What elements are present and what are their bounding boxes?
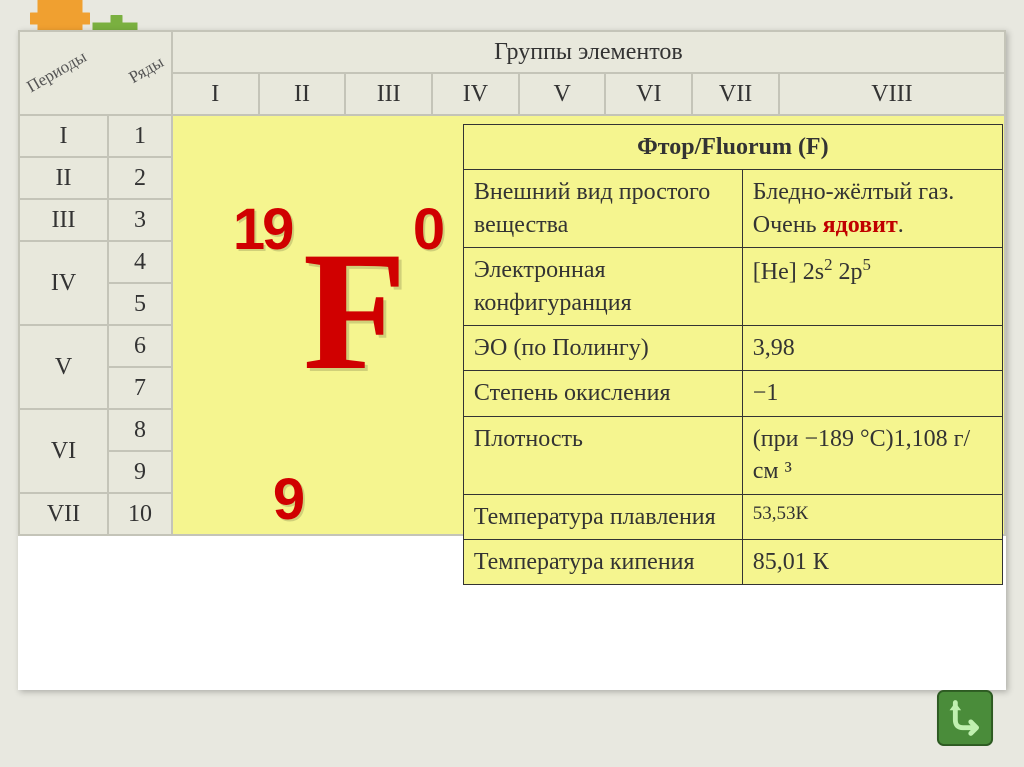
prop-label: ЭО (по Полингу)	[463, 325, 742, 370]
period-5: V	[19, 325, 108, 409]
prop-label: Плотность	[463, 416, 742, 494]
group-col-1: I	[172, 73, 259, 115]
prop-value: [He] 2s2 2p5	[742, 248, 1002, 326]
element-symbol: F	[303, 226, 407, 396]
row-2: 2	[108, 157, 172, 199]
group-col-8: VIII	[779, 73, 1005, 115]
period-1: I	[19, 115, 108, 157]
prop-value: 85,01 К	[742, 539, 1002, 584]
prop-label: Температура плавления	[463, 494, 742, 539]
groups-title: Группы элементов	[172, 31, 1005, 73]
period-4: IV	[19, 241, 108, 325]
period-7: VII	[19, 493, 108, 535]
atomic-number: 9	[273, 466, 305, 533]
periodic-grid: Периоды Ряды Группы элементов I II III I…	[18, 30, 1006, 536]
properties-table: Фтор/Fluorum (F) Внешний вид простого ве…	[463, 124, 1003, 585]
element-content-area: 19 0 F 9 Фтор/Fluorum (F) Внешний вид пр…	[172, 115, 1005, 535]
row-3: 3	[108, 199, 172, 241]
period-3: III	[19, 199, 108, 241]
charge-zero: 0	[413, 196, 445, 263]
prop-label: Внешний вид простого вещества	[463, 170, 742, 248]
group-col-4: IV	[432, 73, 519, 115]
prop-row-config: Электронная конфигуранция [He] 2s2 2p5	[463, 248, 1002, 326]
prop-value: −1	[742, 371, 1002, 416]
row-1: 1	[108, 115, 172, 157]
period-6: VI	[19, 409, 108, 493]
row-4: 4	[108, 241, 172, 283]
row-6: 6	[108, 325, 172, 367]
prop-row-oxidation: Степень окисления −1	[463, 371, 1002, 416]
prop-row-density: Плотность (при −189 °C)1,108 г/см ³	[463, 416, 1002, 494]
group-col-7: VII	[692, 73, 779, 115]
back-button[interactable]	[936, 689, 994, 747]
group-col-3: III	[345, 73, 432, 115]
prop-value: Бледно-жёлтый газ. Очень ядовит.	[742, 170, 1002, 248]
periods-label: Периоды	[23, 47, 90, 97]
prop-row-boil: Температура кипения 85,01 К	[463, 539, 1002, 584]
row-5: 5	[108, 283, 172, 325]
group-col-6: VI	[605, 73, 692, 115]
mass-number: 19	[233, 196, 292, 263]
rows-label: Ряды	[126, 52, 168, 88]
prop-value: (при −189 °C)1,108 г/см ³	[742, 416, 1002, 494]
prop-label: Электронная конфигуранция	[463, 248, 742, 326]
period-2: II	[19, 157, 108, 199]
prop-row-melt: Температура плавления 53,53К	[463, 494, 1002, 539]
slide-container: Периоды Ряды Группы элементов I II III I…	[18, 30, 1006, 690]
row-9: 9	[108, 451, 172, 493]
element-title: Фтор/Fluorum (F)	[463, 125, 1002, 170]
prop-row-eo: ЭО (по Полингу) 3,98	[463, 325, 1002, 370]
group-col-2: II	[259, 73, 346, 115]
row-8: 8	[108, 409, 172, 451]
prop-value: 3,98	[742, 325, 1002, 370]
prop-label: Температура кипения	[463, 539, 742, 584]
corner-cell: Периоды Ряды	[19, 31, 172, 115]
row-10: 10	[108, 493, 172, 535]
prop-value: 53,53К	[742, 494, 1002, 539]
prop-row-appearance: Внешний вид простого вещества Бледно-жёл…	[463, 170, 1002, 248]
group-col-5: V	[519, 73, 606, 115]
row-7: 7	[108, 367, 172, 409]
prop-label: Степень окисления	[463, 371, 742, 416]
